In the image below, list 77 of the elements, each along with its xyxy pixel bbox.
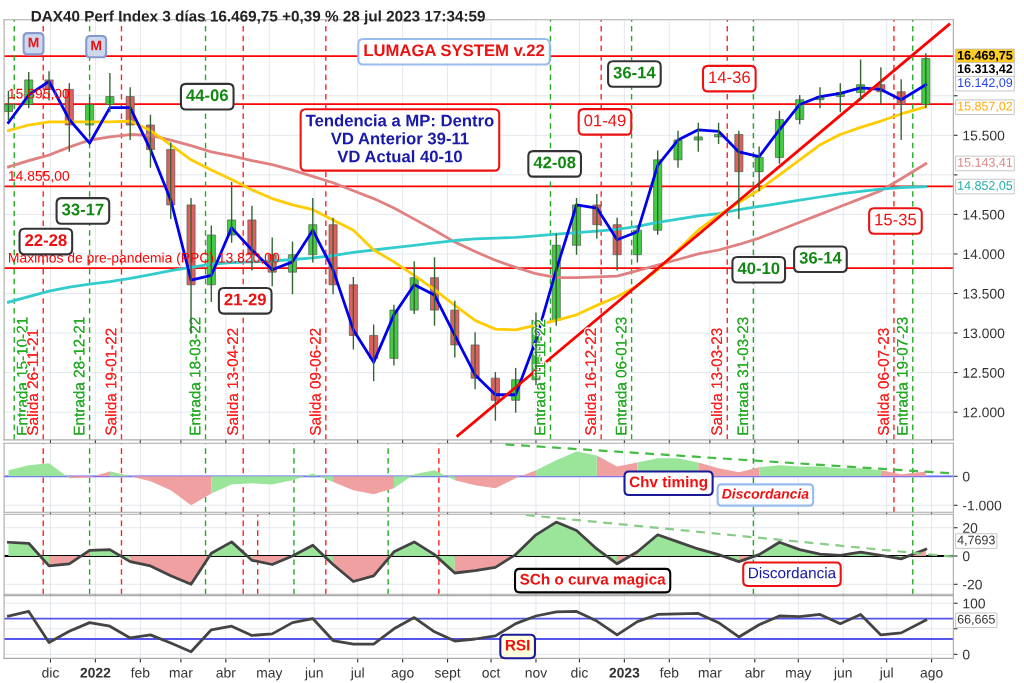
annotation: 44-06 (186, 89, 228, 102)
y-tick-label: 12.000 (963, 407, 1005, 418)
y-tick-label: 0 (962, 649, 970, 660)
annotation: 15-35 (875, 213, 917, 226)
x-tick-label: 2023 (609, 667, 640, 678)
annotation: 01-49 (584, 114, 626, 127)
y-tick-label: 13.000 (963, 328, 1005, 339)
x-tick-label: jul (879, 667, 893, 681)
text: 15.857,02 (958, 101, 1013, 113)
annotation: Chv timing (629, 476, 708, 491)
x-tick-label: 2022 (80, 667, 111, 678)
x-tick-label: ago (391, 670, 414, 681)
x-tick-label: abr (216, 667, 236, 678)
x-tick-label: may (257, 670, 283, 681)
annotation: 40-10 (737, 262, 780, 275)
x-tick-label: dic (571, 667, 588, 678)
annotation: LUMAGA SYSTEM v.22 (364, 44, 545, 57)
y-tick-label: 13.500 (963, 288, 1005, 299)
x-tick-label: jun (833, 667, 852, 681)
y-tick-label: 0 (962, 551, 970, 562)
annotation: RSI (505, 639, 530, 651)
ref-line-label: Entrada 28-12-21 (73, 317, 85, 435)
text: 4,7693 (957, 535, 995, 546)
chart-title: DAX40 Perf Index 3 días 16.469,75 +0,39 % 28 jul 2023 17:34:59 (31, 10, 485, 25)
annotation: 22-28 (25, 234, 67, 247)
ref-line-label: Entrada 11-11-22 (534, 319, 546, 435)
ref-line-label: Entrada 06-01-23 (615, 317, 627, 435)
y-tick-label: 20 (963, 523, 978, 533)
ref-line-label: Salida 06-07-23 (877, 328, 889, 435)
y-tick-label: 100 (963, 598, 985, 609)
x-tick-label: dic (42, 667, 59, 678)
ref-line-label: Salida 16-12-22 (584, 328, 597, 435)
annotation: Discordancia (749, 567, 837, 579)
x-tick-label: feb (659, 667, 679, 678)
x-tick-label: jul (350, 667, 364, 681)
ref-line-label: Salida 09-06-22 (309, 328, 321, 435)
ref-line-label: Salida 13-03-23 (710, 328, 723, 435)
x-tick-label: feb (130, 667, 150, 678)
annotation: Tendencia a MP: Dentro VD Anterior 39-11 VD Actual 40-10 (305, 114, 494, 163)
annotation: 21-29 (224, 293, 266, 306)
text: 16.313,42 (957, 64, 1013, 75)
annotation: 14-36 (709, 71, 750, 84)
ref-line-label: Salida 19-01-22 (105, 328, 117, 435)
ref-line-label: Entrada 19-07-23 (896, 317, 908, 435)
x-tick-label: jun (304, 667, 323, 681)
text: 66,665 (957, 614, 995, 626)
annotation: 36-14 (799, 251, 842, 264)
y-tick-label: 14.500 (963, 209, 1005, 220)
annotation: 36-14 (613, 66, 656, 79)
y-tick-label: 12.500 (963, 367, 1005, 378)
ref-line-label: Entrada 18-03-22 (189, 317, 201, 435)
y-tick-label: -1.000 (962, 500, 1002, 511)
y-tick-label: 15.500 (963, 130, 1005, 141)
text: 16.142,09 (958, 78, 1013, 89)
x-tick-label: mar (698, 670, 722, 678)
annotation: M (28, 37, 39, 48)
y-tick-label: 14.000 (963, 249, 1005, 260)
x-tick-label: may (786, 670, 812, 681)
x-tick-label: sept (434, 668, 461, 681)
annotation: Discordancia (722, 488, 809, 499)
y-tick-label: 0 (962, 471, 970, 482)
text: 16.469,75 (957, 50, 1013, 62)
annotation: SCh o curva magica (520, 573, 666, 588)
y-tick-label: -20 (962, 579, 982, 590)
annotation: M (91, 40, 102, 51)
ref-line-label: Salida 13-04-22 (226, 328, 239, 435)
annotation: 42-08 (533, 156, 576, 169)
ref-line-label: 14.855,00 (8, 170, 70, 183)
x-tick-label: abr (745, 667, 765, 678)
x-tick-label: ago (920, 670, 943, 681)
annotation: 33-17 (61, 203, 104, 216)
x-tick-label: mar (169, 670, 193, 678)
x-tick-label: nov (525, 670, 548, 678)
text: 14.852,05 (958, 181, 1013, 192)
text: 15.143,41 (958, 157, 1013, 169)
x-tick-label: oct (482, 668, 501, 678)
ref-line-label: Entrada 31-03-23 (737, 317, 749, 435)
